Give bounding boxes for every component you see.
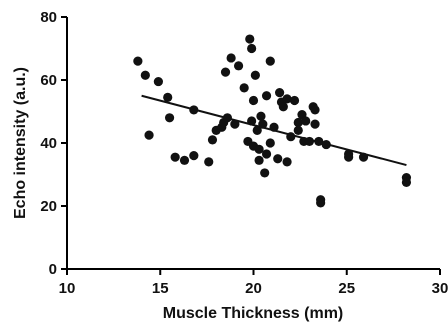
data-point [248, 95, 259, 106]
data-point [293, 125, 303, 135]
data-point [230, 119, 240, 129]
data-point [321, 139, 331, 150]
data-point [286, 132, 296, 142]
data-point [301, 116, 311, 126]
data-point [245, 34, 255, 44]
data-point [226, 53, 236, 63]
data-point [304, 136, 315, 147]
axis-ticks [61, 16, 441, 275]
data-point [269, 122, 279, 132]
data-point [273, 154, 283, 164]
y-tick-label: 0 [49, 261, 57, 278]
data-point [282, 94, 292, 104]
data-point [401, 177, 412, 187]
data-point [344, 152, 354, 162]
y-tick-label: 40 [40, 135, 57, 152]
data-point [261, 149, 272, 159]
data-point [314, 136, 324, 147]
data-point [222, 113, 232, 123]
x-axis-title: Muscle Thickness (mm) [163, 305, 344, 322]
data-point [265, 56, 275, 66]
data-point [239, 83, 249, 93]
data-point [260, 168, 270, 178]
data-point [261, 91, 272, 101]
data-point [144, 130, 154, 140]
data-point [282, 157, 292, 167]
data-point [289, 95, 300, 106]
x-tick-label: 15 [152, 280, 169, 297]
data-point [233, 61, 244, 71]
data-point [204, 157, 214, 167]
data-point [256, 111, 266, 121]
x-tick-label: 25 [338, 280, 355, 297]
data-point [164, 113, 175, 123]
data-point [153, 76, 163, 87]
data-point [316, 198, 326, 208]
data-point [247, 43, 257, 54]
data-point [247, 116, 257, 126]
data-point [179, 155, 190, 165]
x-tick-label: 30 [432, 280, 448, 297]
y-tick-label: 80 [40, 9, 57, 26]
x-tick-label: 20 [245, 280, 262, 297]
axis-tick-labels: 10 15 20 25 30 0 20 40 60 80 [40, 9, 448, 297]
y-axis-title: Echo intensity (a.u.) [12, 67, 29, 219]
y-tick-label: 60 [40, 72, 57, 89]
data-point [278, 102, 288, 112]
data-point [133, 56, 143, 66]
data-point [250, 70, 260, 80]
data-point [252, 125, 262, 135]
data-point [358, 152, 369, 162]
data-point [189, 105, 199, 115]
data-point [258, 119, 268, 129]
data-point [254, 155, 264, 165]
data-point [220, 67, 231, 77]
data-point [293, 117, 303, 128]
data-point [207, 135, 218, 145]
data-point [265, 138, 275, 148]
data-point [310, 105, 320, 115]
data-point [310, 119, 320, 129]
data-point [170, 152, 180, 162]
data-point [163, 92, 173, 102]
y-tick-label: 20 [40, 198, 57, 215]
x-tick-label: 10 [59, 280, 76, 297]
data-points [133, 34, 412, 208]
data-point [189, 151, 199, 161]
data-point [275, 88, 285, 98]
data-point [254, 144, 264, 154]
data-point [140, 70, 150, 80]
